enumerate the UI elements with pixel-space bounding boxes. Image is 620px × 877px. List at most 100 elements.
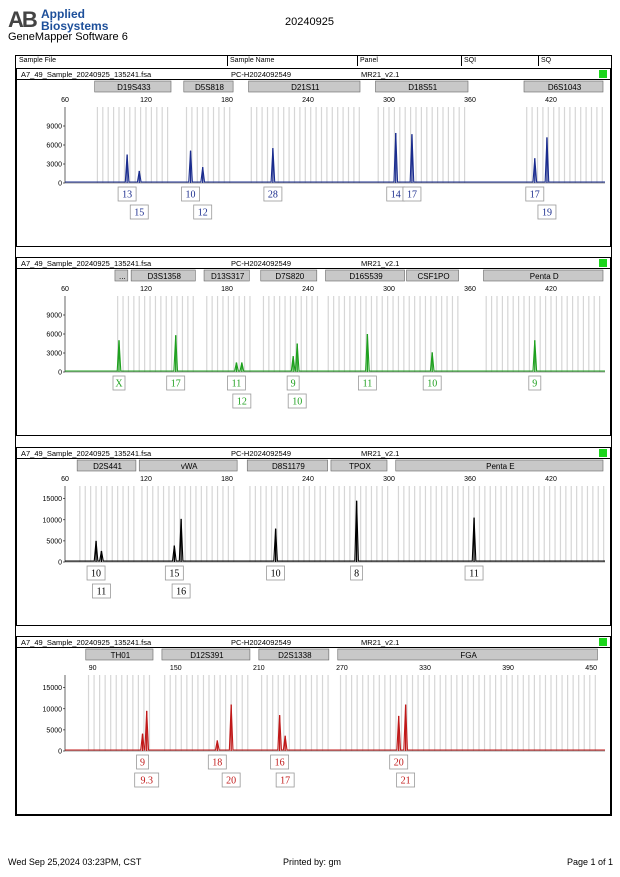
allele-call-box bbox=[136, 754, 149, 770]
y-tick-label: 0 bbox=[58, 181, 62, 188]
locus-marker-label: vWA bbox=[181, 462, 198, 471]
y-tick-label: 9000 bbox=[46, 313, 62, 320]
allele-call-label: 17 bbox=[171, 379, 181, 390]
col-sample-file: Sample File bbox=[19, 57, 56, 64]
locus-marker-label: CSF1PO bbox=[418, 272, 450, 281]
y-tick-label: 3000 bbox=[46, 162, 62, 169]
sample-name: PC-H2024092549 bbox=[231, 259, 292, 268]
y-tick-label: 15000 bbox=[43, 496, 63, 503]
locus-marker-label: Penta D bbox=[530, 272, 559, 281]
locus-marker bbox=[203, 269, 250, 282]
x-tick-label: 180 bbox=[221, 476, 233, 483]
locus-marker bbox=[523, 80, 604, 93]
allele-call-box bbox=[528, 375, 542, 391]
allele-call-box bbox=[134, 772, 160, 788]
y-tick-label: 0 bbox=[58, 749, 62, 756]
x-tick-label: 180 bbox=[221, 286, 233, 293]
y-tick-label: 15000 bbox=[43, 685, 63, 692]
locus-marker bbox=[248, 80, 361, 93]
quality-status-indicator bbox=[599, 449, 607, 457]
x-tick-label: 60 bbox=[61, 476, 69, 483]
locus-marker-label: Penta E bbox=[486, 462, 514, 471]
allele-call-label: 8 bbox=[354, 569, 359, 580]
allele-call-box bbox=[357, 375, 377, 391]
locus-marker bbox=[183, 80, 234, 93]
panel-info-row: A7_49_Sample_20240925_135241.fsa PC-H202… bbox=[17, 69, 610, 80]
allele-call-box bbox=[266, 565, 286, 581]
locus-marker bbox=[406, 269, 459, 282]
allele-call-label: 10 bbox=[271, 569, 281, 580]
allele-call-box bbox=[287, 393, 307, 409]
allele-call-box bbox=[270, 754, 290, 770]
software-name: GeneMapper Software 6 bbox=[8, 31, 128, 43]
locus-marker-label: D2S441 bbox=[93, 462, 122, 471]
sample-name: PC-H2024092549 bbox=[231, 70, 292, 79]
panel-name: MR21_v2.1 bbox=[361, 638, 400, 647]
electropherogram-panel-black: A7_49_Sample_20240925_135241.fsa PC-H202… bbox=[16, 447, 611, 626]
x-tick-label: 120 bbox=[140, 476, 152, 483]
locus-marker-label: ... bbox=[119, 272, 126, 281]
allele-call-box bbox=[263, 186, 283, 202]
allele-call-label: 10 bbox=[292, 397, 302, 408]
col-sqi: SQI bbox=[464, 57, 477, 64]
green-dye-chart: ... D3S1358 D13S317 D7S820 D16S539 CSF1PO Pent… bbox=[46, 269, 605, 409]
allele-call-box bbox=[422, 375, 442, 391]
electropherogram-panel-green: A7_49_Sample_20240925_135241.fsa PC-H202… bbox=[16, 257, 611, 436]
allele-call-box bbox=[129, 204, 149, 220]
allele-call-label: 10 bbox=[186, 190, 196, 201]
locus-marker bbox=[325, 269, 405, 282]
allele-call-label: 15 bbox=[169, 569, 179, 580]
locus-marker bbox=[161, 648, 251, 661]
allele-call-box bbox=[537, 204, 557, 220]
allele-call-box bbox=[396, 772, 416, 788]
x-tick-label: 330 bbox=[419, 665, 431, 672]
x-tick-label: 390 bbox=[502, 665, 514, 672]
x-tick-label: 300 bbox=[383, 286, 395, 293]
y-tick-label: 6000 bbox=[46, 332, 62, 339]
allele-call-label: 13 bbox=[122, 190, 132, 201]
allele-call-box bbox=[525, 186, 545, 202]
allele-call-box bbox=[181, 186, 200, 202]
sample-file: A7_49_Sample_20240925_135241.fsa bbox=[21, 449, 152, 458]
locus-marker-label: D7S820 bbox=[275, 272, 304, 281]
applied-biosystems-logo: AB Applied Biosystems bbox=[8, 6, 118, 36]
y-tick-label: 10000 bbox=[43, 706, 63, 713]
y-tick-label: 5000 bbox=[46, 538, 62, 545]
y-tick-label: 0 bbox=[58, 370, 62, 377]
locus-marker-label: TH01 bbox=[111, 651, 131, 660]
report-frame bbox=[15, 55, 612, 816]
allele-call-label: 17 bbox=[280, 776, 290, 787]
allele-call-label: 14 bbox=[391, 190, 401, 201]
allele-call-label: 12 bbox=[198, 208, 208, 219]
allele-call-box bbox=[227, 375, 246, 391]
allele-call-box bbox=[232, 393, 252, 409]
allele-call-label: 11 bbox=[97, 587, 107, 598]
x-tick-label: 420 bbox=[545, 286, 557, 293]
x-tick-label: 420 bbox=[545, 476, 557, 483]
black-dye-chart: D2S441 vWA D8S1179 TPOX Penta E 60 120 180 240 30… bbox=[43, 459, 605, 599]
x-tick-label: 360 bbox=[464, 286, 476, 293]
electropherogram-panel-blue: A7_49_Sample_20240925_135241.fsa PC-H202… bbox=[16, 68, 611, 247]
electropherogram-panel-red: A7_49_Sample_20240925_135241.fsa PC-H202… bbox=[16, 636, 611, 815]
locus-marker-label: D13S317 bbox=[211, 272, 245, 281]
allele-call-label: 11 bbox=[232, 379, 242, 390]
x-tick-label: 360 bbox=[464, 476, 476, 483]
allele-call-box bbox=[207, 754, 227, 770]
locus-marker bbox=[85, 648, 154, 661]
x-tick-label: 60 bbox=[61, 97, 69, 104]
allele-call-label: 9 bbox=[140, 758, 145, 769]
sample-file: A7_49_Sample_20240925_135241.fsa bbox=[21, 638, 152, 647]
sample-file: A7_49_Sample_20240925_135241.fsa bbox=[21, 70, 152, 79]
locus-marker bbox=[375, 80, 469, 93]
x-tick-label: 60 bbox=[61, 286, 69, 293]
locus-marker bbox=[138, 459, 238, 472]
sample-file: A7_49_Sample_20240925_135241.fsa bbox=[21, 259, 152, 268]
locus-marker bbox=[114, 269, 129, 282]
x-tick-label: 120 bbox=[140, 97, 152, 104]
allele-call-box bbox=[193, 204, 213, 220]
locus-marker-label: D5S818 bbox=[195, 83, 224, 92]
allele-call-label: 16 bbox=[176, 587, 186, 598]
allele-call-label: 9 bbox=[532, 379, 537, 390]
y-tick-label: 0 bbox=[58, 560, 62, 567]
